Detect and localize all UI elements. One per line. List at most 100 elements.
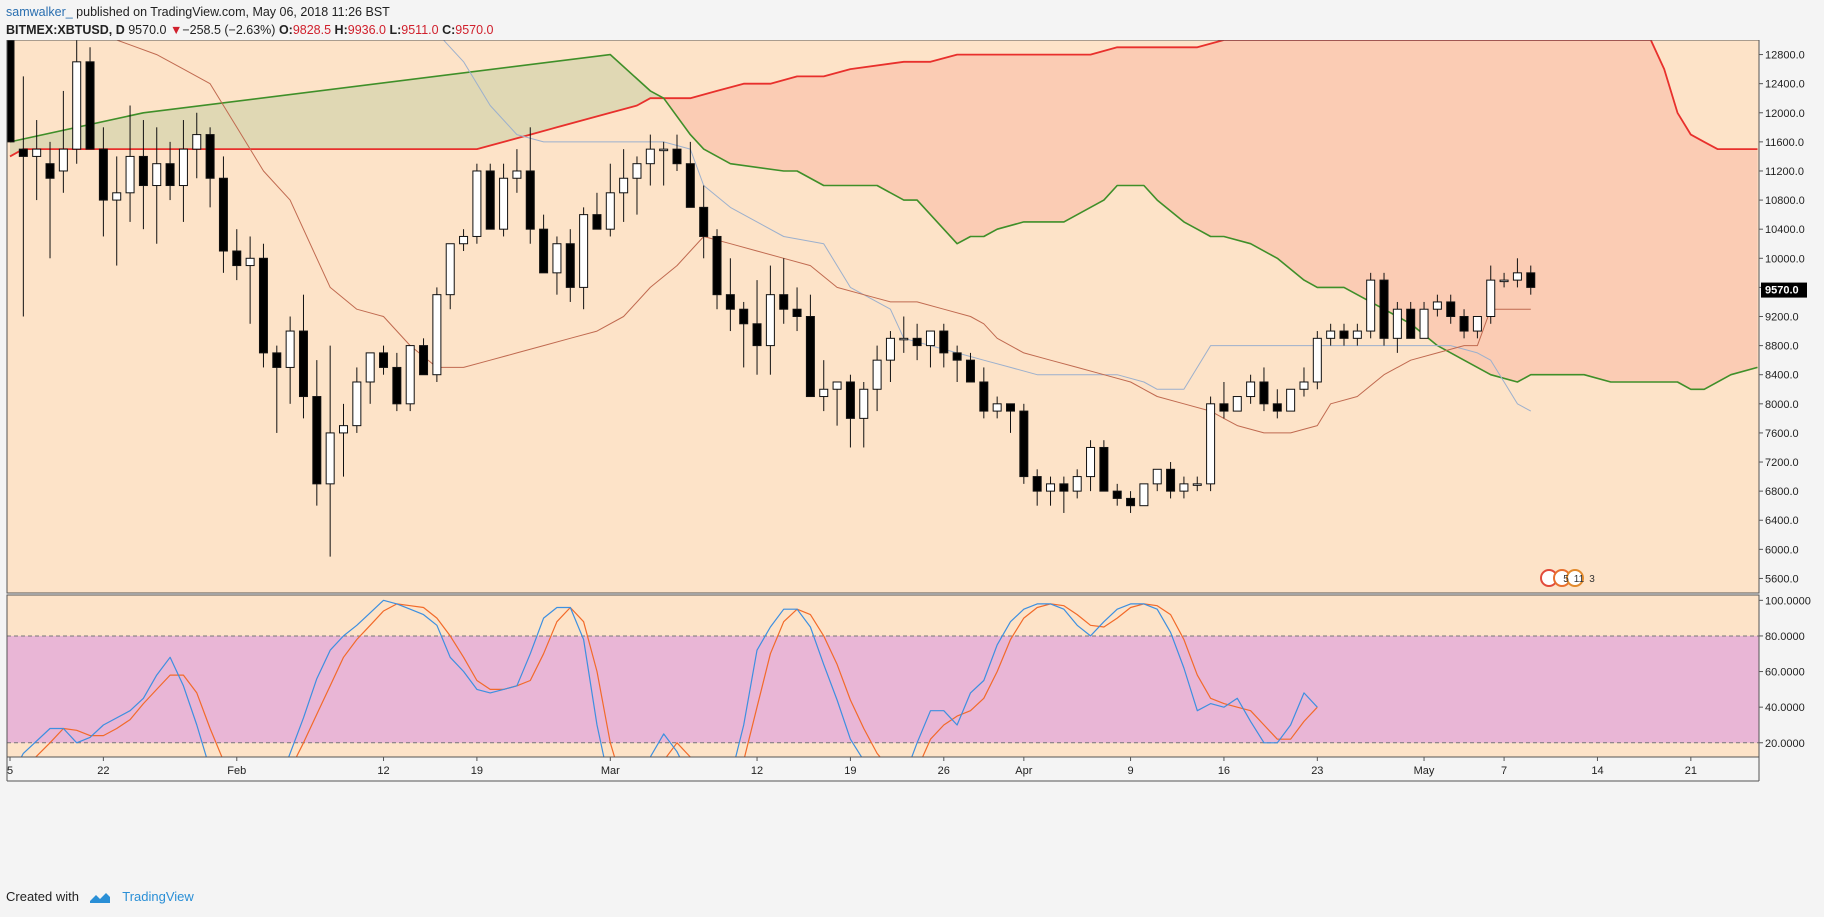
candle-up[interactable] [245,257,255,267]
candle-up[interactable] [1512,272,1522,281]
candle-down[interactable] [912,337,922,347]
candle-up[interactable] [552,243,562,274]
candle-up[interactable] [405,345,415,405]
candle-up[interactable] [632,163,642,179]
candle-down[interactable] [592,214,602,230]
candle-down[interactable] [205,134,215,179]
candle-down[interactable] [1526,272,1536,288]
candle-up[interactable] [645,148,655,165]
candle-up[interactable] [925,330,935,347]
candle-down[interactable] [419,345,429,376]
candle-up[interactable] [765,294,775,347]
candle-down[interactable] [952,352,962,361]
candle-up[interactable] [619,177,629,194]
candle-up[interactable] [1152,468,1162,485]
candle-down[interactable] [18,148,28,157]
candle-up[interactable] [1326,330,1336,339]
candle-down[interactable] [712,235,722,296]
candle-up[interactable] [1232,396,1242,412]
candle-up[interactable] [832,381,842,390]
candle-up[interactable] [1499,279,1509,283]
candle-up[interactable] [152,163,162,187]
candle-down[interactable] [258,257,268,354]
candle-up[interactable] [512,170,522,179]
candle-down[interactable] [1099,446,1109,492]
candle-up[interactable] [659,148,669,152]
candle-up[interactable] [325,432,335,485]
candle-up[interactable] [365,352,375,383]
candle-up[interactable] [339,425,348,434]
candle-up[interactable] [1192,483,1202,486]
candle-up[interactable] [472,170,482,237]
candle-down[interactable] [45,163,55,179]
candle-down[interactable] [739,308,749,325]
candle-up[interactable] [819,388,829,398]
candle-down[interactable] [699,206,709,237]
candle-up[interactable] [1072,476,1082,492]
candle-down[interactable] [1006,403,1015,412]
candle-down[interactable] [98,148,108,201]
event-badge-icon[interactable] [1566,569,1584,587]
candle-down[interactable] [1112,490,1122,499]
candle-up[interactable] [1299,381,1309,390]
candle-down[interactable] [845,381,855,419]
price-chart[interactable]: 5600.0 6000.0 6400.0 6800.0 7200.0 7600.0 8000… [0,40,1824,883]
candle-up[interactable] [1246,381,1256,398]
candle-down[interactable] [1406,308,1416,339]
candle-up[interactable] [885,337,895,361]
candle-down[interactable] [298,330,308,398]
candle-down[interactable] [232,250,242,267]
candle-up[interactable] [1352,330,1362,339]
candle-up[interactable] [445,243,455,296]
candle-down[interactable] [1019,410,1029,478]
candle-down[interactable] [1459,316,1469,332]
candle-down[interactable] [979,381,989,412]
candle-up[interactable] [72,61,82,150]
candle-down[interactable] [1259,381,1269,405]
candle-up[interactable] [1392,308,1402,339]
candle-down[interactable] [752,323,762,347]
candle-down[interactable] [805,316,815,398]
candle-down[interactable] [6,40,15,143]
candle-down[interactable] [218,177,228,252]
candle-down[interactable] [85,61,95,150]
candle-down[interactable] [1059,483,1069,492]
candle-up[interactable] [352,381,362,427]
candle-down[interactable] [779,294,789,310]
candle-up[interactable] [112,192,122,201]
candle-up[interactable] [499,177,509,230]
author-link[interactable]: samwalker_ [6,5,73,19]
candle-down[interactable] [792,308,802,318]
candle-down[interactable] [1219,403,1229,412]
candle-up[interactable] [1286,388,1296,412]
candle-up[interactable] [579,214,589,288]
candle-down[interactable] [965,359,975,383]
candle-up[interactable] [872,359,882,390]
candle-down[interactable] [725,294,735,310]
candle-down[interactable] [1032,476,1042,492]
candle-down[interactable] [1126,497,1136,507]
candle-down[interactable] [272,352,282,368]
candle-down[interactable] [379,352,389,368]
candle-up[interactable] [899,337,909,341]
candle-up[interactable] [178,148,188,187]
candle-down[interactable] [525,170,535,230]
candle-up[interactable] [58,148,68,172]
candle-down[interactable] [539,228,549,274]
candle-down[interactable] [165,163,175,187]
candle-up[interactable] [32,148,42,157]
candle-down[interactable] [1339,330,1349,339]
candle-up[interactable] [459,235,469,245]
candle-up[interactable] [125,155,135,194]
candle-down[interactable] [565,243,575,288]
candle-up[interactable] [1366,279,1376,332]
tradingview-link[interactable]: TradingView [122,889,194,904]
candle-up[interactable] [1472,316,1482,332]
candle-up[interactable] [1312,337,1322,383]
candle-up[interactable] [1086,446,1096,478]
candle-down[interactable] [1446,301,1456,317]
candle-up[interactable] [1486,279,1496,318]
candle-down[interactable] [392,366,402,405]
candle-down[interactable] [1379,279,1389,339]
candle-up[interactable] [192,134,202,150]
